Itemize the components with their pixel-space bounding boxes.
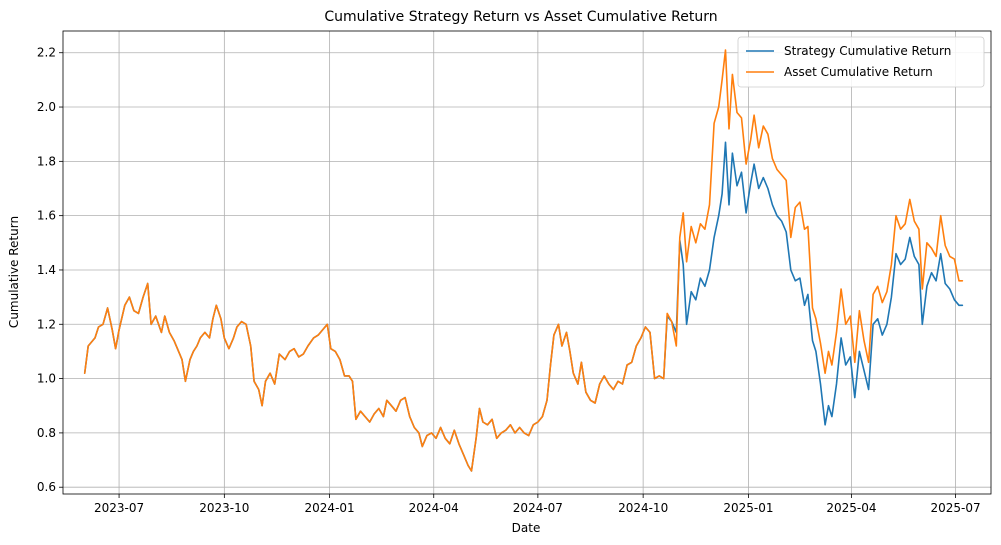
plot-frame <box>62 30 992 495</box>
x-axis-title: Date <box>512 521 541 535</box>
legend: Strategy Cumulative Return Asset Cumulati… <box>737 36 985 88</box>
y-tick-label: 2.2 <box>37 46 56 60</box>
y-tick-label: 1.8 <box>37 154 56 168</box>
x-tick-label: 2024-04 <box>409 501 459 515</box>
legend-label: Asset Cumulative Return <box>784 65 933 79</box>
y-tick-label: 1.4 <box>37 263 56 277</box>
legend-box <box>737 36 985 88</box>
y-tick-label: 1.6 <box>37 209 56 223</box>
chart-title: Cumulative Strategy Return vs Asset Cumu… <box>324 9 717 25</box>
y-axis-title: Cumulative Return <box>7 216 21 328</box>
series-line-1 <box>83 49 964 472</box>
x-axis: 2023-07 2023-10 2024-01 2024-04 2024-07 2024-… <box>94 494 981 515</box>
x-tick-label: 2025-01 <box>723 501 773 515</box>
x-tick-label: 2024-07 <box>513 501 563 515</box>
x-tick-label: 2023-10 <box>199 501 249 515</box>
grid <box>63 31 991 494</box>
y-tick-label: 0.6 <box>37 480 56 494</box>
series-layer <box>83 49 964 472</box>
x-tick-label: 2025-07 <box>930 501 980 515</box>
y-tick-label: 0.8 <box>37 426 56 440</box>
x-tick-label: 2023-07 <box>94 501 144 515</box>
legend-label: Strategy Cumulative Return <box>784 44 951 58</box>
x-tick-label: 2025-04 <box>826 501 876 515</box>
y-tick-label: 1.2 <box>37 317 56 331</box>
y-tick-label: 1.0 <box>37 372 56 386</box>
y-axis: 0.6 0.8 1.0 1.2 1.4 1.6 1.8 2.0 2.2 <box>37 46 63 494</box>
x-tick-label: 2024-10 <box>618 501 668 515</box>
x-tick-label: 2024-01 <box>305 501 355 515</box>
y-tick-label: 2.0 <box>37 100 56 114</box>
